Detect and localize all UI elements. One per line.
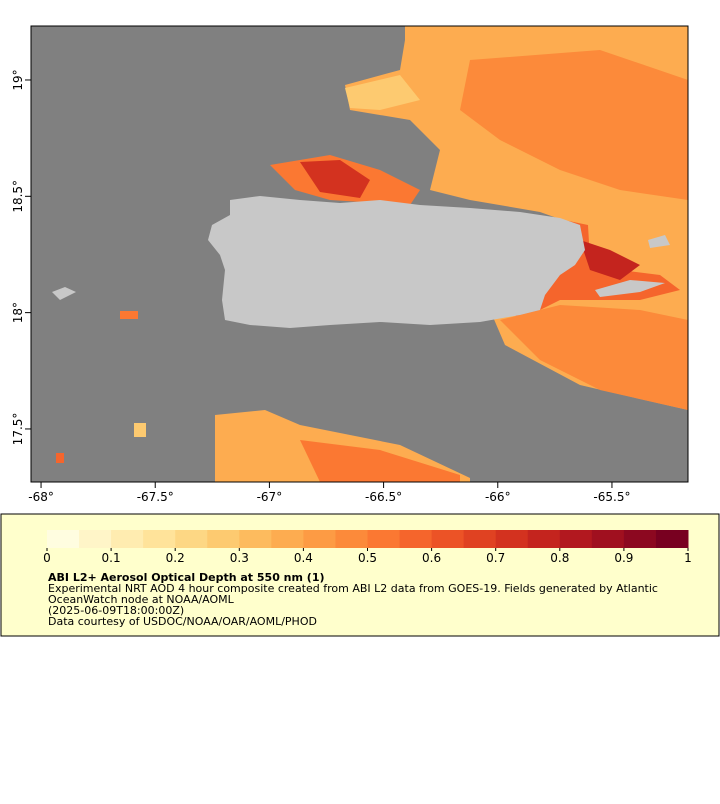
colorbar-step [527,530,561,548]
y-tick-label: 17.5° [11,413,25,446]
x-tick-label: -66.5° [365,490,402,504]
colorbar-step [47,530,80,548]
colorbar-step [239,530,272,548]
y-tick-label: 19° [11,69,25,90]
legend-note: OceanWatch node at NOAA/AOML [48,593,235,606]
colorbar-tick-label: 0.6 [422,551,441,565]
aerosol-field [56,453,64,463]
colorbar-tick-label: 0 [43,551,51,565]
y-tick-label: 18° [11,302,25,323]
map-frame [30,25,689,483]
x-tick-label: -68° [28,490,54,504]
colorbar-tick-label: 0.5 [358,551,377,565]
colorbar-tick-label: 1 [684,551,692,565]
colorbar-step [175,530,208,548]
x-tick-label: -67° [257,490,283,504]
colorbar-step [655,530,689,548]
legend-note: Data courtesy of USDOC/NOAA/OAR/AOML/PHO… [48,615,317,628]
colorbar-step [431,530,465,548]
y-tick-label: 18.5° [11,180,25,213]
aerosol-field [300,440,460,482]
land [208,196,585,328]
colorbar-tick-label: 0.9 [614,551,633,565]
aerosol-field [580,240,640,280]
legend-note: Experimental NRT AOD 4 hour composite cr… [48,582,658,595]
colorbar-tick-label: 0.3 [230,551,249,565]
colorbar-step [495,530,529,548]
colorbar-tick-label: 0.2 [166,551,185,565]
aerosol-field [345,75,420,110]
colorbar-step [303,530,336,548]
colorbar-tick-label: 0.8 [550,551,569,565]
land [648,235,670,248]
land [595,280,665,297]
colorbar-step [399,530,433,548]
colorbar-step [271,530,304,548]
colorbar-step [79,530,112,548]
colorbar-tick-label: 0.4 [294,551,313,565]
colorbar-tick-label: 0.1 [102,551,121,565]
colorbar-step [111,530,144,548]
aerosol-field [120,311,138,319]
legend-title: ABI L2+ Aerosol Optical Depth at 550 nm … [48,571,325,584]
colorbar-tick-label: 0.7 [486,551,505,565]
colorbar-step [207,530,240,548]
aerosol-field [500,305,688,410]
x-tick-label: -66° [485,490,511,504]
aerosol-field [460,50,688,200]
aerosol-field [300,160,370,198]
colorbar-step [623,530,657,548]
colorbar-step [591,530,625,548]
x-tick-label: -65.5° [593,490,630,504]
x-tick-label: -67.5° [137,490,174,504]
colorbar-step [143,530,176,548]
colorbar-step [335,530,368,548]
colorbar-step [463,530,497,548]
colorbar-step [367,530,401,548]
aerosol-field [134,423,146,437]
map [30,25,689,483]
land [52,287,76,300]
legend-note: (2025-06-09T18:00:00Z) [48,604,184,617]
colorbar-step [559,530,593,548]
